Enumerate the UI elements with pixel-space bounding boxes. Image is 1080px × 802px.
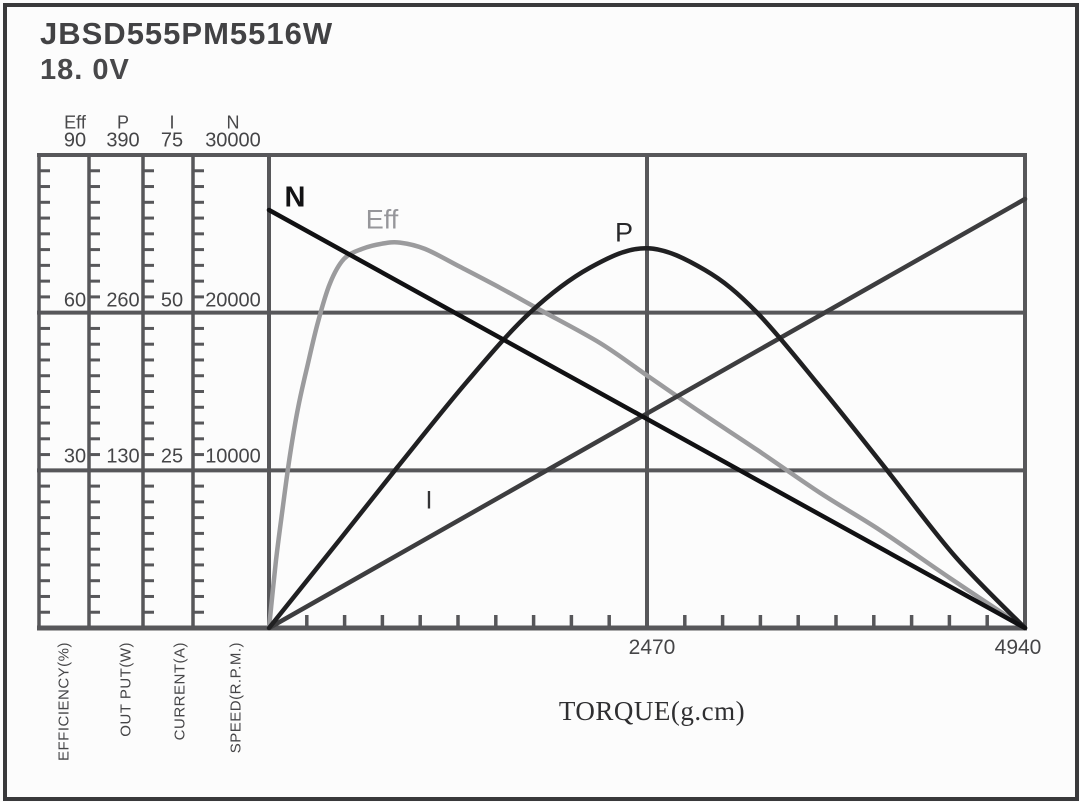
curve-label-n: N <box>284 181 306 214</box>
x-tick-4940: 4940 <box>994 636 1042 659</box>
axis-unit-label-p: OUT PUT(W) <box>117 642 135 737</box>
y-tick-p-260: 260 <box>106 289 140 312</box>
curve-eff <box>266 239 1028 631</box>
x-axis-title: TORQUE(g.cm) <box>558 696 746 726</box>
curve-label-eff: Eff <box>365 204 399 235</box>
curve-n <box>266 207 1028 631</box>
axis-unit-label-n: SPEED(R.P.M.) <box>227 642 245 754</box>
y-tick-i-25: 25 <box>160 445 184 468</box>
y-tick-i-50: 50 <box>160 289 184 312</box>
axis-header-n: N <box>226 112 240 133</box>
curve-i <box>266 196 1028 631</box>
model-title: JBSD555PM5516W <box>40 16 334 51</box>
y-tick-p-390: 390 <box>106 129 140 152</box>
y-tick-p-130: 130 <box>106 445 140 468</box>
y-tick-eff-30: 30 <box>63 445 87 468</box>
axis-unit-label-i: CURRENT(A) <box>171 642 189 741</box>
y-tick-i-75: 75 <box>160 129 184 152</box>
axis-header-p: P <box>116 112 130 133</box>
curve-p <box>266 245 1028 631</box>
y-tick-eff-90: 90 <box>63 129 87 152</box>
curve-label-p: P <box>614 217 634 248</box>
voltage-label: 18. 0V <box>40 54 130 86</box>
axis-unit-label-eff: EFFICIENCY(%) <box>55 642 73 761</box>
y-tick-n-30000: 30000 <box>205 129 261 152</box>
axis-header-i: I <box>169 112 175 133</box>
x-tick-2470: 2470 <box>628 636 676 659</box>
curve-label-i: I <box>425 486 433 515</box>
y-tick-eff-60: 60 <box>63 289 87 312</box>
axis-header-eff: Eff <box>64 112 86 133</box>
y-tick-n-10000: 10000 <box>205 445 261 468</box>
y-tick-n-20000: 20000 <box>205 289 261 312</box>
